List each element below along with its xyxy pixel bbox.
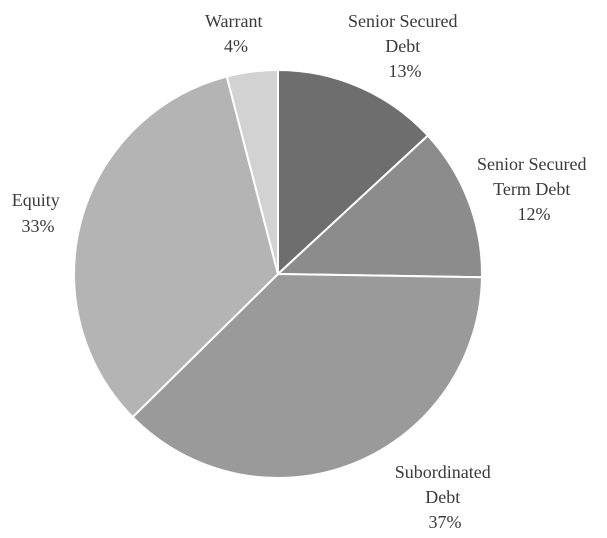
label-senior-secured-debt-line-1: Senior Secured [348, 11, 457, 31]
label-senior-secured-term-debt-line-2: Term Debt [493, 179, 570, 199]
label-senior-secured-term-debt-line-1: Senior Secured [477, 154, 586, 174]
label-senior-secured-term-debt-pct: 12% [518, 204, 551, 224]
label-equity-pct: 33% [22, 216, 55, 236]
label-subordinated-debt: Subordinated Debt 37% [395, 462, 496, 532]
pie-slice-senior-secured-debt [277, 68, 430, 277]
label-senior-secured-term-debt: Senior Secured Term Debt 12% [477, 154, 591, 224]
pie-slice-equity [73, 75, 280, 419]
label-equity-line-1: Equity [12, 190, 60, 210]
pie-slices [73, 68, 483, 479]
pie-slice-subordinated-debt [131, 272, 483, 479]
pie-slice-warrant [225, 68, 279, 275]
label-subordinated-debt-pct: 37% [429, 512, 462, 532]
label-warrant-pct: 4% [224, 36, 248, 56]
label-senior-secured-debt-line-2: Debt [385, 36, 420, 56]
label-equity: Equity 33% [12, 190, 65, 236]
pie-slice-senior-secured-term-debt [275, 134, 483, 279]
label-senior-secured-debt-pct: 13% [389, 61, 422, 81]
label-subordinated-debt-line-2: Debt [425, 487, 460, 507]
label-warrant-line-1: Warrant [205, 11, 263, 31]
label-warrant: Warrant 4% [205, 11, 267, 56]
label-subordinated-debt-line-1: Subordinated [395, 462, 491, 482]
pie-labels: Senior Secured Debt 13% Senior Secured T… [12, 11, 591, 532]
label-senior-secured-debt: Senior Secured Debt 13% [348, 11, 462, 81]
